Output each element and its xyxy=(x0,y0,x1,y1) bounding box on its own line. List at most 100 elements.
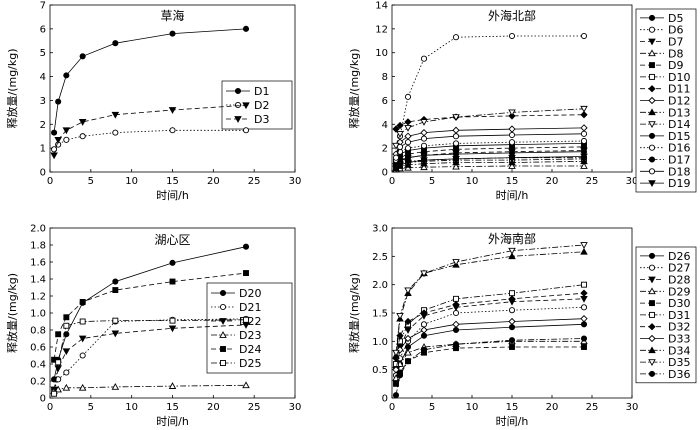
y-tick-label: 1.6 xyxy=(30,258,46,269)
data-point-D6 xyxy=(420,55,428,62)
data-point-D19 xyxy=(404,159,412,167)
legend-label-D26: D26 xyxy=(668,250,690,263)
data-point-D23 xyxy=(54,385,62,393)
x-tick-label: 20 xyxy=(207,176,220,187)
data-point-D33 xyxy=(452,320,460,328)
legend-label-D13: D13 xyxy=(668,106,690,119)
data-point-D21 xyxy=(79,352,86,359)
legend-marker-D33 xyxy=(648,334,656,343)
data-point-D23 xyxy=(62,383,71,391)
legend-marker-D29 xyxy=(648,287,656,295)
data-point-D1 xyxy=(51,129,58,136)
data-point-D14 xyxy=(396,130,404,138)
legend-marker-D17 xyxy=(648,156,656,163)
x-axis-label: 时间/h xyxy=(496,415,529,428)
x-tick-label: 15 xyxy=(506,402,519,413)
legend-label-D21: D21 xyxy=(239,301,261,314)
data-point-D2 xyxy=(242,127,250,134)
data-point-D14 xyxy=(452,114,460,122)
data-point-D25 xyxy=(63,322,70,329)
legend-label-D33: D33 xyxy=(668,333,690,346)
data-point-D21 xyxy=(63,369,70,376)
y-tick-label: 6 xyxy=(40,24,46,35)
legend-label-D2: D2 xyxy=(254,99,269,112)
y-tick-label: 4 xyxy=(382,120,388,131)
data-point-D25 xyxy=(79,318,86,325)
legend-label-D31: D31 xyxy=(668,309,690,322)
data-point-D35 xyxy=(392,349,400,357)
x-tick-label: 0 xyxy=(47,402,53,413)
data-point-D2 xyxy=(51,146,58,153)
legend-label-D3: D3 xyxy=(254,113,269,126)
y-tick-label: 0 xyxy=(382,168,388,179)
data-point-D32 xyxy=(580,289,588,297)
y-tick-label: 0.6 xyxy=(30,343,46,354)
data-point-D23 xyxy=(78,383,87,391)
data-point-D27 xyxy=(508,307,516,314)
data-point-D8 xyxy=(420,163,428,171)
data-point-D11 xyxy=(404,118,412,126)
series-D33 xyxy=(392,315,588,374)
data-point-D1 xyxy=(79,53,86,60)
legend-label-D35: D35 xyxy=(668,356,690,369)
series-D35 xyxy=(392,242,588,357)
data-point-D14 xyxy=(420,119,428,126)
legend-label-D1: D1 xyxy=(254,85,269,98)
legend-marker-D3 xyxy=(234,116,242,123)
y-tick-label: 6 xyxy=(382,96,388,107)
legend-label-D23: D23 xyxy=(239,329,261,342)
legend-label-D29: D29 xyxy=(668,285,690,298)
data-point-D35 xyxy=(420,270,428,278)
series-D2 xyxy=(51,127,250,153)
data-point-D1 xyxy=(169,30,176,37)
legend-label-D20: D20 xyxy=(239,287,261,300)
y-tick-label: 5 xyxy=(40,48,46,59)
series-D25 xyxy=(51,316,249,397)
series-line-D1 xyxy=(53,28,247,133)
legend-label-D7: D7 xyxy=(668,36,683,49)
legend-label-D30: D30 xyxy=(668,297,690,310)
x-tick-label: 20 xyxy=(546,176,559,187)
data-point-D14 xyxy=(508,109,516,117)
legend-marker-D1 xyxy=(234,87,242,95)
x-tick-label: 5 xyxy=(88,176,94,187)
legend-label-D28: D28 xyxy=(668,274,690,287)
y-tick-label: 1.4 xyxy=(30,275,46,286)
data-point-D12 xyxy=(452,126,460,134)
data-point-D23 xyxy=(111,383,120,390)
x-tick-label: 15 xyxy=(506,176,519,187)
data-point-D18 xyxy=(404,139,412,146)
x-axis-label: 时间/h xyxy=(156,415,189,428)
data-point-D6 xyxy=(452,34,460,41)
legend-label-D11: D11 xyxy=(668,83,690,96)
data-point-D34 xyxy=(580,247,588,255)
data-point-D25 xyxy=(169,317,176,324)
data-point-D6 xyxy=(404,93,412,100)
x-tick-label: 20 xyxy=(546,402,559,413)
data-point-D20 xyxy=(242,243,250,250)
y-tick-label: 2.0 xyxy=(372,280,388,291)
series-D34 xyxy=(392,247,588,359)
data-point-D36 xyxy=(404,358,412,365)
data-point-D27 xyxy=(580,304,588,311)
legend-marker-D20 xyxy=(219,289,227,297)
legend-marker-D11 xyxy=(648,85,656,93)
data-point-D32 xyxy=(404,317,412,326)
x-tick-label: 30 xyxy=(626,402,639,413)
x-tick-label: 10 xyxy=(125,402,138,413)
data-point-D31 xyxy=(453,295,459,302)
data-point-D22 xyxy=(78,335,87,343)
y-tick-label: 2.5 xyxy=(372,252,388,263)
legend-marker-D21 xyxy=(219,303,227,311)
y-tick-label: 3.0 xyxy=(372,224,388,235)
legend-marker-D25 xyxy=(220,360,226,366)
data-point-D27 xyxy=(420,321,428,328)
data-point-D22 xyxy=(111,330,120,338)
data-point-D16 xyxy=(508,139,516,146)
data-point-D13 xyxy=(580,157,588,165)
data-point-D34 xyxy=(508,252,516,260)
legend-marker-D35 xyxy=(648,359,656,367)
data-point-D11 xyxy=(396,121,404,130)
